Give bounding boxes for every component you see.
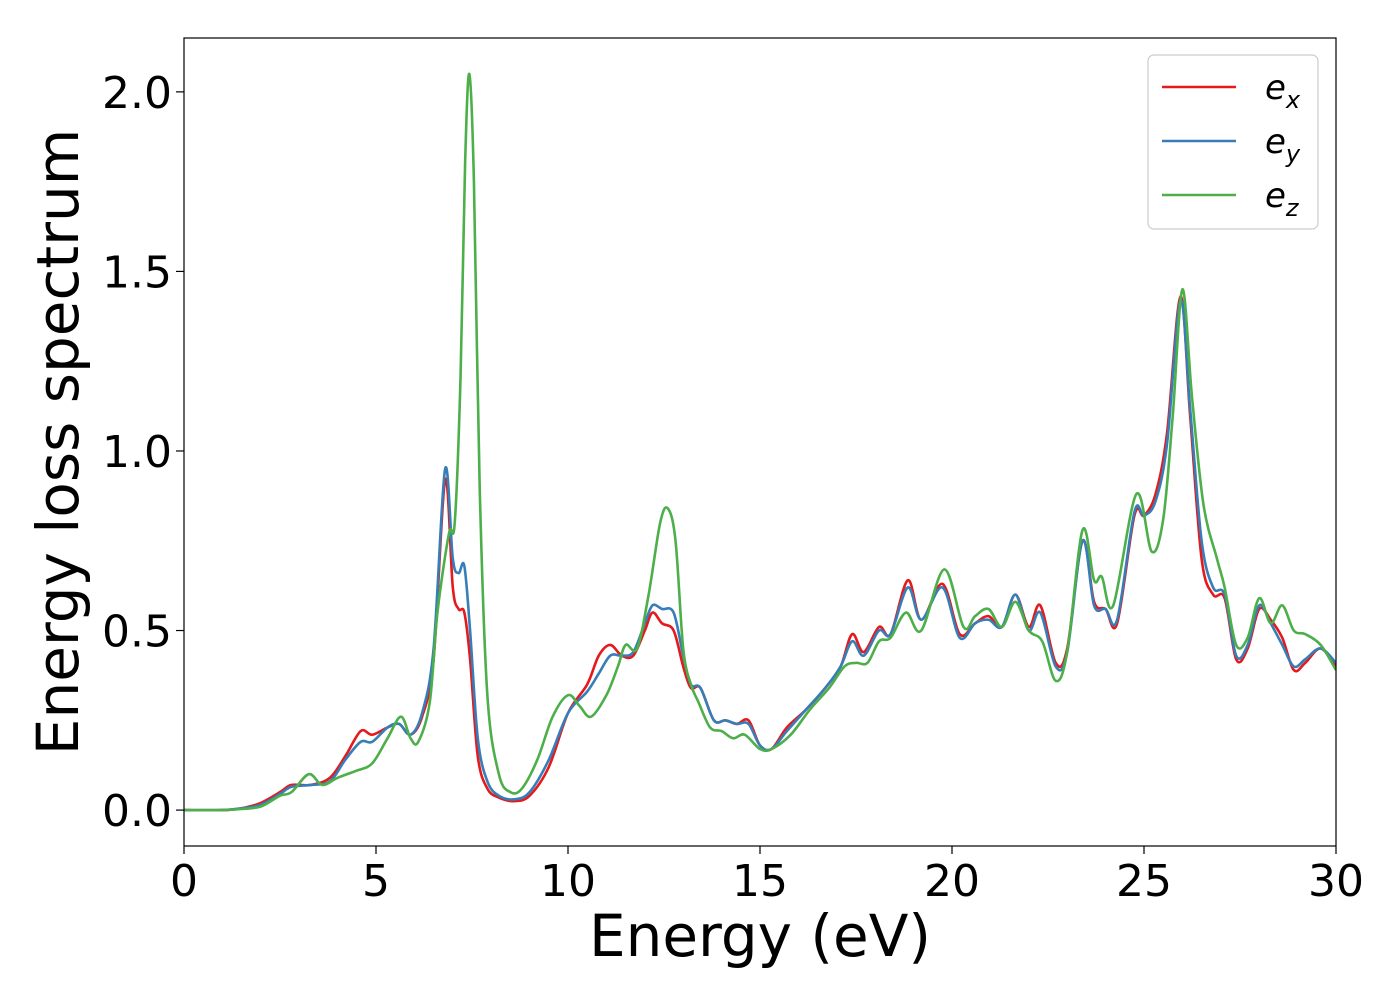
y-tick-label: 2.0 <box>102 68 172 119</box>
legend-label-e-z: ez <box>1265 176 1300 222</box>
series-line-e-x <box>184 295 1336 812</box>
legend-label-e-x: ex <box>1265 68 1301 114</box>
y-tick-label: 0.0 <box>102 786 172 837</box>
x-tick-label: 20 <box>924 856 980 907</box>
series-line-e-y <box>184 298 1336 812</box>
x-tick-label: 10 <box>540 856 596 907</box>
legend-label-e-y: ey <box>1265 122 1301 168</box>
series-line-e-z <box>184 72 1336 812</box>
y-tick-label: 1.0 <box>102 427 172 478</box>
y-axis: 0.0 0.5 1.0 1.5 2.0 <box>102 68 184 837</box>
y-axis-title: Energy loss spectrum <box>24 129 92 755</box>
x-axis: 0 5 10 15 20 25 30 <box>170 846 1364 907</box>
x-tick-label: 15 <box>732 856 788 907</box>
y-tick-label: 1.5 <box>102 247 172 298</box>
x-tick-label: 25 <box>1116 856 1172 907</box>
legend: ex ey ez <box>1147 54 1319 230</box>
x-axis-title: Energy (eV) <box>589 902 931 970</box>
y-tick-label: 0.5 <box>102 607 172 658</box>
x-tick-label: 5 <box>362 856 390 907</box>
series-layer <box>184 72 1336 812</box>
x-tick-label: 30 <box>1308 856 1364 907</box>
x-tick-label: 0 <box>170 856 198 907</box>
